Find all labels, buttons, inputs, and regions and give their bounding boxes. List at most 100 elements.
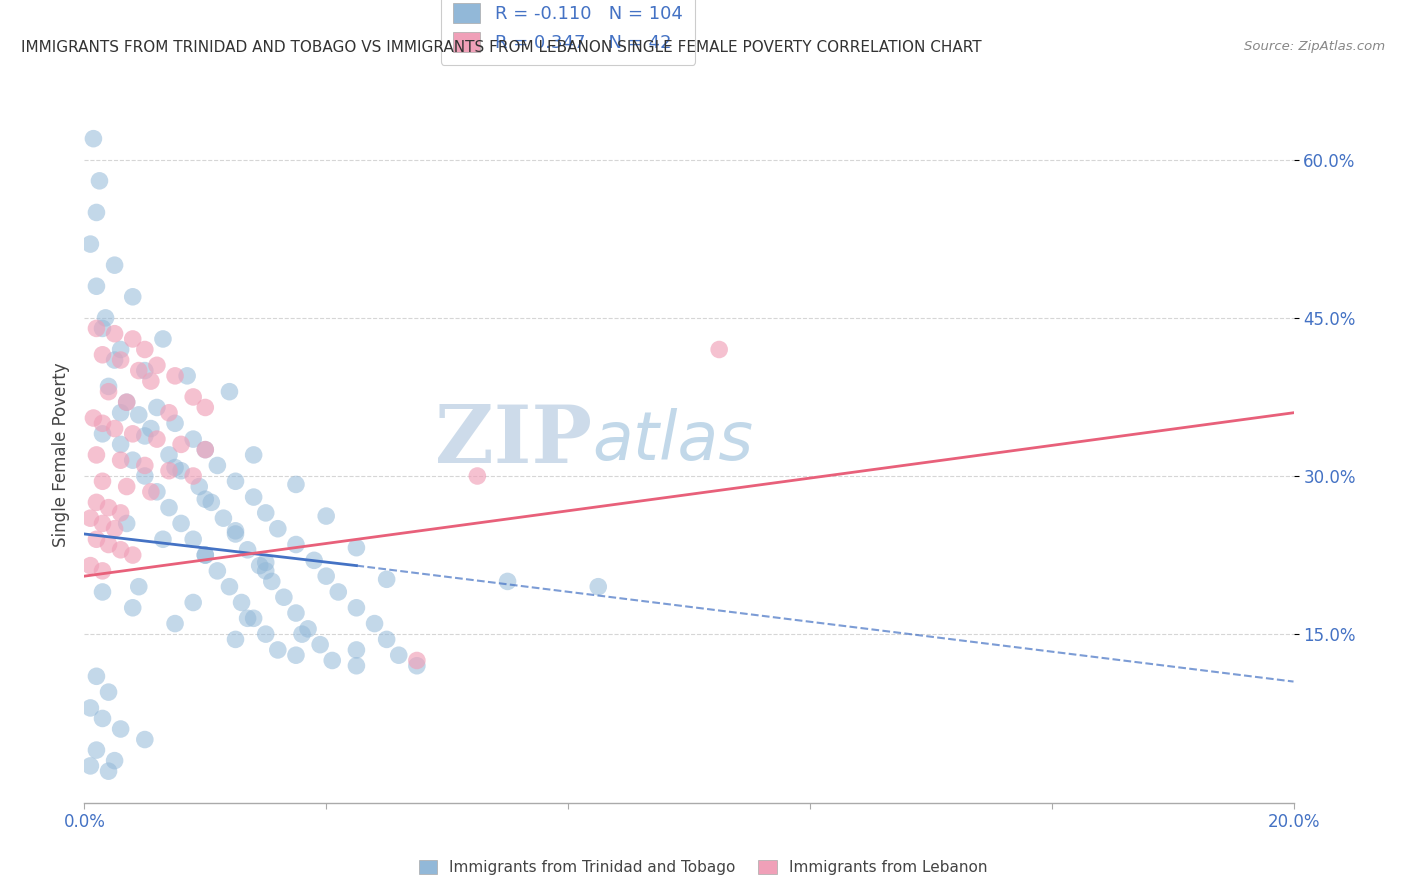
Point	[207, 564, 229, 578]
Point	[97, 379, 120, 393]
Point	[104, 353, 127, 368]
Point	[128, 408, 150, 422]
Point	[104, 754, 127, 768]
Point	[181, 432, 204, 446]
Point	[315, 509, 337, 524]
Point	[406, 658, 429, 673]
Point	[97, 537, 120, 551]
Point	[285, 537, 308, 551]
Point	[207, 458, 229, 473]
Point	[121, 332, 143, 346]
Point	[146, 484, 169, 499]
Point	[346, 541, 368, 555]
Text: atlas: atlas	[592, 408, 754, 474]
Point	[91, 426, 114, 441]
Point	[104, 326, 127, 341]
Point	[121, 290, 143, 304]
Point	[165, 460, 187, 475]
Point	[86, 495, 108, 509]
Point	[91, 321, 114, 335]
Point	[212, 511, 235, 525]
Point	[86, 321, 108, 335]
Point	[375, 572, 398, 586]
Point	[110, 437, 132, 451]
Point	[79, 759, 101, 773]
Point	[406, 653, 429, 667]
Point	[328, 585, 350, 599]
Point	[110, 453, 132, 467]
Point	[346, 658, 368, 673]
Point	[297, 622, 319, 636]
Point	[128, 363, 150, 377]
Point	[86, 279, 108, 293]
Point	[218, 384, 240, 399]
Point	[91, 711, 114, 725]
Point	[254, 564, 277, 578]
Point	[157, 500, 180, 515]
Point	[709, 343, 731, 357]
Point	[110, 542, 132, 557]
Point	[181, 469, 204, 483]
Point	[121, 426, 143, 441]
Legend: R = -0.110   N = 104, R = 0.347    N = 42: R = -0.110 N = 104, R = 0.347 N = 42	[440, 0, 696, 65]
Point	[225, 632, 247, 647]
Point	[134, 343, 156, 357]
Point	[176, 368, 198, 383]
Point	[467, 469, 489, 483]
Text: IMMIGRANTS FROM TRINIDAD AND TOBAGO VS IMMIGRANTS FROM LEBANON SINGLE FEMALE POV: IMMIGRANTS FROM TRINIDAD AND TOBAGO VS I…	[21, 40, 981, 55]
Point	[285, 606, 308, 620]
Point	[181, 533, 204, 547]
Point	[115, 516, 138, 531]
Point	[225, 475, 247, 489]
Point	[146, 432, 169, 446]
Point	[134, 363, 156, 377]
Point	[200, 495, 222, 509]
Point	[134, 732, 156, 747]
Point	[97, 500, 120, 515]
Y-axis label: Single Female Poverty: Single Female Poverty	[52, 363, 70, 547]
Point	[152, 533, 174, 547]
Point	[165, 616, 187, 631]
Point	[134, 469, 156, 483]
Point	[170, 464, 193, 478]
Point	[110, 406, 132, 420]
Point	[152, 332, 174, 346]
Point	[254, 627, 277, 641]
Point	[181, 595, 204, 609]
Point	[94, 310, 117, 325]
Point	[115, 395, 138, 409]
Point	[86, 669, 108, 683]
Point	[242, 490, 264, 504]
Point	[242, 448, 264, 462]
Point	[225, 527, 247, 541]
Point	[86, 205, 108, 219]
Point	[218, 580, 240, 594]
Point	[115, 395, 138, 409]
Point	[97, 685, 120, 699]
Point	[249, 558, 271, 573]
Point	[121, 548, 143, 562]
Point	[121, 600, 143, 615]
Point	[231, 595, 253, 609]
Point	[79, 237, 101, 252]
Point	[91, 475, 114, 489]
Point	[315, 569, 337, 583]
Point	[157, 448, 180, 462]
Point	[91, 417, 114, 431]
Point	[346, 600, 368, 615]
Point	[110, 506, 132, 520]
Point	[134, 458, 156, 473]
Point	[82, 131, 104, 145]
Point	[134, 429, 156, 443]
Text: Source: ZipAtlas.com: Source: ZipAtlas.com	[1244, 40, 1385, 54]
Point	[260, 574, 283, 589]
Point	[157, 406, 180, 420]
Point	[146, 359, 169, 373]
Point	[496, 574, 519, 589]
Point	[165, 368, 187, 383]
Point	[104, 258, 127, 272]
Text: ZIP: ZIP	[436, 402, 592, 480]
Point	[346, 643, 368, 657]
Point	[82, 411, 104, 425]
Point	[254, 506, 277, 520]
